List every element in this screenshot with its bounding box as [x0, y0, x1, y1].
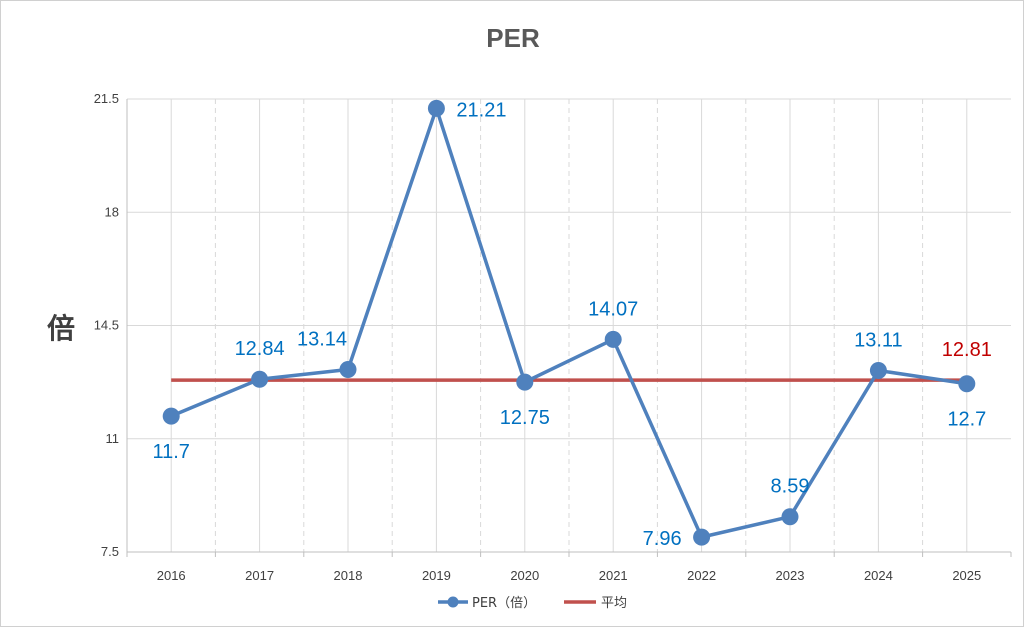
per-data-label: 14.07: [588, 298, 638, 320]
per-line: [170, 106, 968, 539]
y-tick-labels: 7.5 11 14.5 18 21.5: [94, 91, 119, 559]
x-tick-label: 2016: [157, 568, 186, 583]
per-data-label: 12.75: [500, 407, 550, 429]
axes: [126, 99, 1012, 557]
per-point: [516, 373, 534, 391]
x-tick-label: 2021: [599, 568, 628, 583]
per-data-label: 11.7: [152, 441, 189, 463]
per-point: [869, 361, 887, 379]
per-point: [958, 375, 976, 393]
x-tick-label: 2018: [334, 568, 363, 583]
y-axis-label: 倍: [47, 312, 75, 345]
x-tick-labels: 2016 2017 2018 2019 2020 2021 2022 2023 2024 2025: [157, 568, 982, 583]
y-tick-label: 18: [105, 204, 119, 219]
x-tick-label: 2023: [776, 568, 805, 583]
x-tick-label: 2022: [687, 568, 716, 583]
grid-lines: [127, 98, 1011, 552]
average-data-label: 12.81: [942, 339, 992, 361]
chart-title: PER: [486, 23, 540, 53]
x-tick-label: 2017: [245, 568, 274, 583]
y-tick-label: 7.5: [101, 544, 119, 559]
legend-per-marker: [447, 596, 459, 608]
per-point: [781, 508, 799, 526]
per-data-label: 12.84: [235, 338, 285, 360]
per-data-label: 21.21: [456, 99, 506, 121]
per-data-label: 12.7: [947, 409, 986, 431]
x-tick-label: 2020: [510, 568, 539, 583]
x-tick-label: 2025: [952, 568, 981, 583]
per-data-label: 13.14: [297, 329, 347, 351]
y-tick-label: 14.5: [94, 318, 119, 333]
y-tick-label: 11: [106, 431, 120, 446]
data-labels: 11.7 12.84 13.14 21.21 12.75 14.07 7.96 8.59 13.…: [152, 99, 991, 550]
legend: PER（倍） 平均: [438, 596, 627, 611]
per-point: [427, 99, 445, 117]
y-tick-label: 21.5: [94, 91, 119, 106]
legend-avg-label: 平均: [601, 596, 627, 611]
per-point: [339, 361, 357, 379]
per-point: [251, 370, 269, 388]
legend-per-label: PER（倍）: [472, 596, 536, 611]
x-tick-label: 2024: [864, 568, 893, 583]
per-data-label: 13.11: [854, 329, 903, 351]
per-data-label: 8.59: [771, 476, 810, 498]
per-series: [162, 99, 976, 546]
x-tick-label: 2019: [422, 568, 451, 583]
per-point: [604, 330, 622, 348]
per-point: [162, 407, 180, 425]
per-point: [693, 528, 711, 546]
per-data-label: 7.96: [643, 528, 682, 550]
